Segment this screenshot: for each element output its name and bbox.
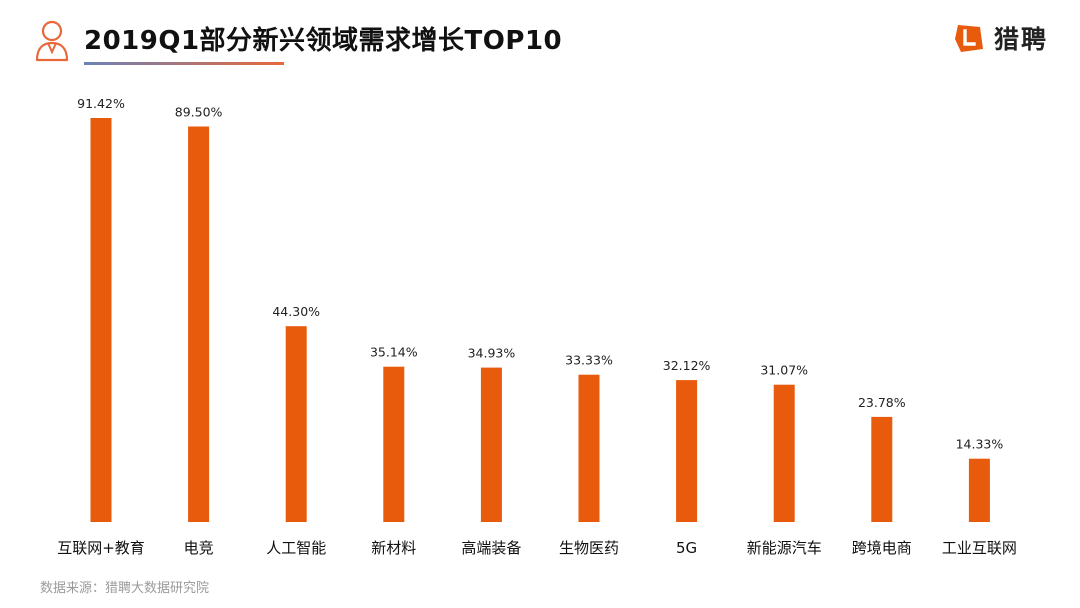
liepin-logo-icon [954, 25, 983, 52]
brand-name: 猎聘 [993, 25, 1048, 54]
bar-8 [871, 416, 893, 522]
value-label-3: 35.14% [370, 345, 418, 360]
value-label-8: 23.78% [858, 395, 906, 410]
category-label-2: 人工智能 [266, 539, 326, 557]
value-label-7: 31.07% [760, 363, 808, 378]
category-label-9: 工业互联网 [942, 539, 1017, 557]
value-label-4: 34.93% [468, 346, 516, 361]
bar-5 [578, 374, 600, 522]
bar-6 [676, 380, 698, 522]
bar-1 [188, 126, 210, 522]
category-label-7: 新能源汽车 [747, 539, 822, 557]
bar-3 [383, 366, 405, 522]
category-label-8: 跨境电商 [852, 539, 912, 557]
value-label-0: 91.42% [77, 96, 125, 111]
person-icon [35, 20, 69, 62]
category-label-3: 新材料 [371, 539, 416, 557]
value-label-6: 32.12% [663, 358, 711, 373]
category-label-5: 生物医药 [559, 539, 619, 557]
title-underline [84, 62, 284, 65]
bar-9 [968, 458, 990, 522]
category-label-0: 互联网+教育 [57, 539, 145, 557]
bar-2 [285, 326, 307, 522]
brand: 猎聘 [952, 20, 1048, 56]
value-label-2: 44.30% [272, 304, 320, 319]
value-label-5: 33.33% [565, 353, 613, 368]
value-label-9: 14.33% [956, 437, 1004, 452]
bar-4 [480, 367, 502, 522]
category-label-1: 电竞 [184, 539, 214, 557]
value-label-1: 89.50% [175, 105, 223, 120]
chart-title: 2019Q1部分新兴领域需求增长TOP10 [84, 26, 563, 56]
bar-7 [773, 384, 795, 522]
category-label-6: 5G [676, 539, 697, 557]
data-source-note: 数据来源：猎聘大数据研究院 [40, 581, 210, 596]
category-label-4: 高端装备 [461, 539, 521, 557]
bar-0 [90, 118, 112, 522]
